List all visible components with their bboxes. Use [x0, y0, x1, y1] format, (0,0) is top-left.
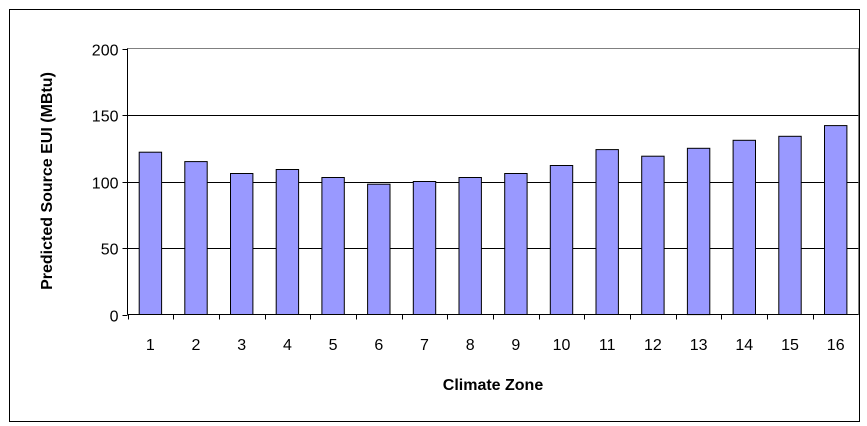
- bar-zone-3: [230, 173, 254, 315]
- y-tick-label: 0: [110, 309, 119, 326]
- x-tick-label: 1: [146, 337, 155, 354]
- y-tick-label: 200: [92, 43, 119, 60]
- bar-zone-13: [686, 147, 711, 316]
- x-tick-label: 8: [466, 337, 475, 354]
- x-tick-label: 6: [374, 337, 383, 354]
- bar-zone-5: [321, 177, 345, 315]
- y-tick-label: 50: [101, 242, 119, 259]
- bar-zone-8: [458, 177, 482, 315]
- y-axis-title: Predicted Source EUI (MBtu): [39, 72, 56, 290]
- x-tick-label: 16: [827, 337, 845, 354]
- y-axis: 0 50 100 150 200: [92, 43, 128, 326]
- bar-zone-14: [732, 139, 756, 315]
- bar-zone-4: [275, 169, 300, 315]
- x-tick-label: 5: [329, 337, 338, 354]
- x-tick-label: 4: [283, 337, 292, 354]
- bar-zone-16: [824, 125, 848, 315]
- y-tick-label: 150: [92, 109, 119, 126]
- x-tick-label: 12: [644, 337, 662, 354]
- bar-series: [138, 125, 848, 316]
- bar-zone-2: [184, 161, 208, 315]
- bar-zone-12: [641, 155, 665, 315]
- bar-zone-7: [412, 181, 437, 315]
- bar-zone-10: [549, 165, 574, 315]
- bar-zone-15: [778, 135, 802, 315]
- x-tick-label: 3: [237, 337, 246, 354]
- x-tick-label: 2: [192, 337, 201, 354]
- x-tick-label: 10: [553, 337, 571, 354]
- x-tick-label: 13: [690, 337, 708, 354]
- y-tick-label: 100: [92, 176, 119, 193]
- x-tick-label: 15: [781, 337, 799, 354]
- bar-zone-11: [595, 149, 619, 315]
- x-tick-label: 11: [599, 337, 616, 354]
- bar-zone-1: [138, 151, 163, 315]
- x-tick-label: 7: [420, 337, 429, 354]
- x-axis-title: Climate Zone: [443, 377, 544, 394]
- x-tick-label: 14: [735, 337, 753, 354]
- x-axis: 1 2 3 4 5 6 7 8 9 10 11 12 13 14 15 16: [127, 314, 860, 354]
- bar-zone-9: [504, 173, 528, 315]
- bar-zone-6: [367, 183, 391, 315]
- x-tick-label: 9: [511, 337, 520, 354]
